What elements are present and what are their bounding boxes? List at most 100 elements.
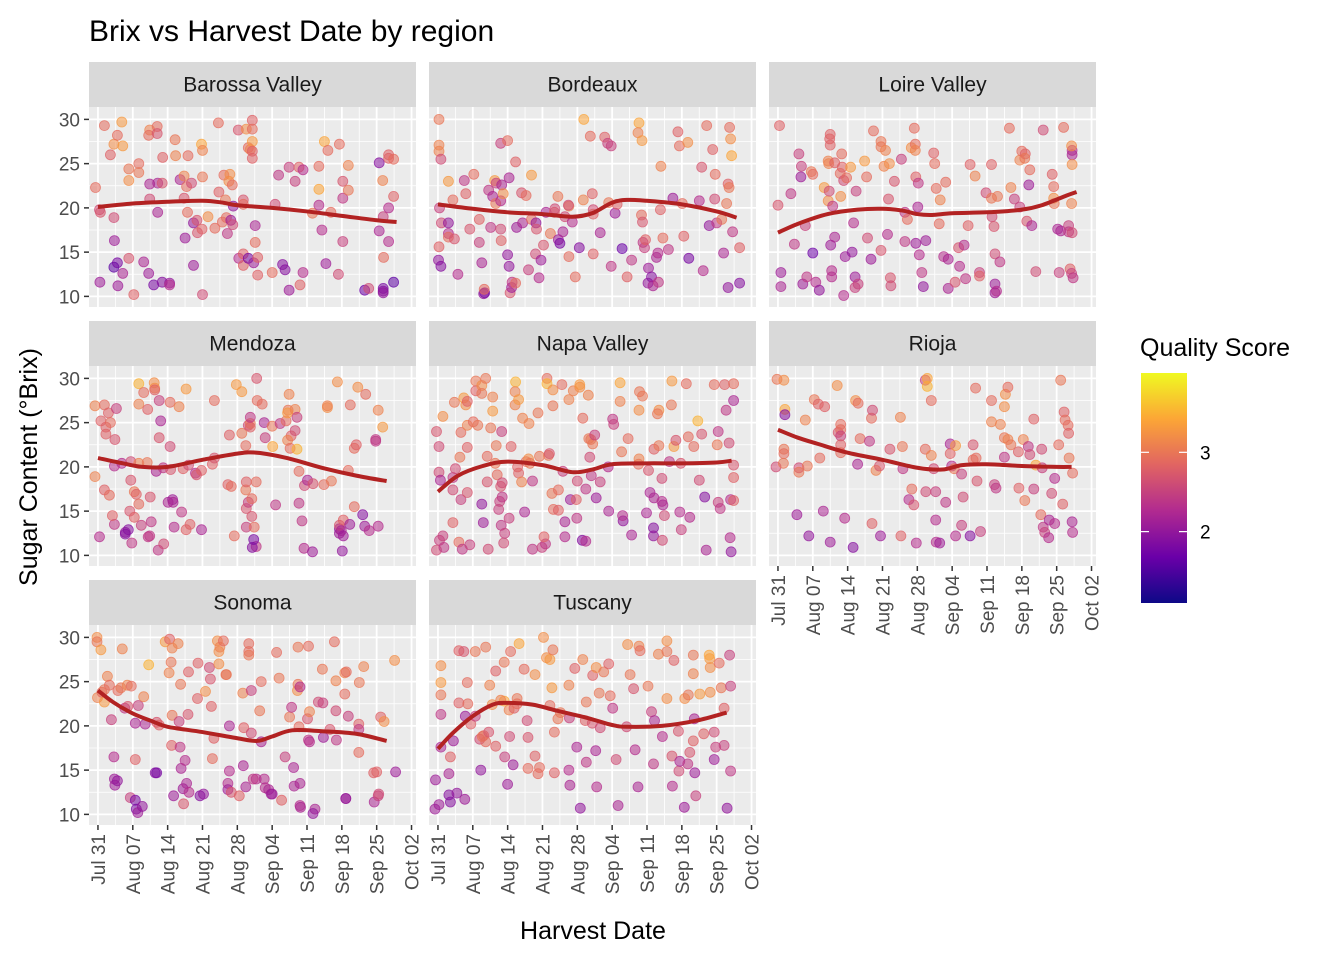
data-point bbox=[476, 257, 488, 269]
data-point bbox=[240, 440, 252, 452]
smooth-trend-line bbox=[97, 450, 387, 484]
data-point bbox=[249, 236, 261, 248]
data-point bbox=[373, 157, 385, 169]
data-point bbox=[244, 421, 256, 433]
data-point bbox=[1028, 413, 1040, 425]
data-point bbox=[197, 144, 208, 156]
data-point bbox=[289, 425, 301, 437]
data-point bbox=[447, 484, 459, 496]
points-layer bbox=[433, 114, 745, 300]
data-point bbox=[348, 501, 360, 513]
points-layer bbox=[772, 120, 1079, 301]
data-point bbox=[694, 688, 706, 700]
data-point bbox=[462, 698, 474, 710]
data-point bbox=[829, 231, 841, 243]
x-tick-label: Sep 11 bbox=[298, 834, 319, 893]
x-tick-label: Aug 28 bbox=[568, 834, 589, 894]
data-point bbox=[112, 257, 123, 269]
facet-panel-mendoza: Mendoza bbox=[80, 321, 416, 566]
data-point bbox=[712, 426, 724, 437]
data-point bbox=[690, 790, 702, 802]
data-point bbox=[246, 493, 258, 505]
data-point bbox=[99, 120, 110, 131]
data-point bbox=[240, 476, 252, 488]
data-point bbox=[236, 386, 248, 398]
data-point bbox=[342, 710, 354, 722]
data-point bbox=[962, 220, 974, 232]
data-point bbox=[499, 751, 511, 763]
data-point bbox=[444, 751, 456, 763]
data-point bbox=[593, 687, 605, 699]
data-point bbox=[799, 414, 811, 426]
data-point bbox=[678, 801, 690, 813]
data-point bbox=[435, 709, 447, 720]
data-point bbox=[197, 171, 208, 183]
data-point bbox=[841, 172, 852, 184]
data-point bbox=[522, 732, 534, 743]
data-point bbox=[975, 526, 986, 537]
data-point bbox=[580, 756, 592, 768]
chart-title: Brix vs Harvest Date by region bbox=[89, 15, 494, 48]
x-tick-label: Sep 04 bbox=[263, 834, 284, 895]
facet-panel-sonoma: Sonoma bbox=[80, 580, 416, 825]
data-point bbox=[772, 199, 784, 211]
data-point bbox=[510, 277, 521, 289]
data-point bbox=[507, 759, 519, 771]
data-point bbox=[775, 267, 787, 278]
data-point bbox=[372, 404, 384, 416]
data-point bbox=[547, 384, 559, 396]
data-point bbox=[518, 663, 530, 675]
data-point bbox=[344, 519, 356, 530]
x-tick-label: Aug 07 bbox=[804, 575, 825, 635]
data-point bbox=[246, 136, 258, 147]
data-point bbox=[714, 503, 726, 514]
data-point bbox=[133, 398, 145, 410]
data-point bbox=[135, 519, 147, 531]
data-point bbox=[715, 682, 727, 694]
data-point bbox=[452, 268, 464, 280]
x-tick-label: Sep 11 bbox=[978, 575, 999, 634]
data-point bbox=[458, 175, 470, 186]
data-point bbox=[587, 248, 599, 260]
data-point bbox=[243, 649, 255, 661]
y-tick-label: 20 bbox=[59, 717, 80, 738]
data-point bbox=[330, 734, 342, 746]
data-point bbox=[180, 383, 192, 395]
data-point bbox=[151, 128, 163, 139]
data-point bbox=[482, 543, 494, 555]
colorbar bbox=[1141, 373, 1187, 603]
data-point bbox=[495, 223, 507, 235]
data-point bbox=[970, 382, 981, 394]
smooth-trend-line bbox=[777, 427, 1072, 472]
data-point bbox=[925, 395, 937, 406]
data-point bbox=[461, 395, 473, 407]
data-point bbox=[192, 657, 204, 669]
data-point bbox=[106, 714, 117, 726]
data-point bbox=[238, 722, 250, 734]
data-point bbox=[652, 408, 663, 420]
data-point bbox=[200, 686, 211, 697]
x-tick-label: Aug 14 bbox=[499, 834, 520, 895]
data-point bbox=[950, 530, 961, 542]
data-point bbox=[143, 659, 155, 671]
data-point bbox=[563, 679, 575, 691]
data-point bbox=[330, 675, 342, 687]
data-point bbox=[666, 750, 678, 762]
data-point bbox=[687, 668, 699, 680]
points-layer bbox=[89, 372, 389, 558]
data-point bbox=[496, 426, 508, 437]
x-tick-label: Sep 18 bbox=[333, 834, 354, 894]
data-point bbox=[709, 168, 721, 180]
data-point bbox=[1024, 449, 1036, 460]
data-point bbox=[435, 153, 447, 165]
data-point bbox=[529, 669, 541, 680]
data-point bbox=[967, 439, 979, 451]
data-point bbox=[178, 798, 190, 810]
data-point bbox=[259, 432, 271, 444]
y-tick-label: 15 bbox=[59, 761, 80, 782]
data-point bbox=[577, 412, 589, 424]
facet-strip bbox=[769, 62, 1096, 107]
data-point bbox=[925, 449, 937, 461]
data-point bbox=[964, 530, 976, 542]
data-point bbox=[684, 511, 696, 523]
